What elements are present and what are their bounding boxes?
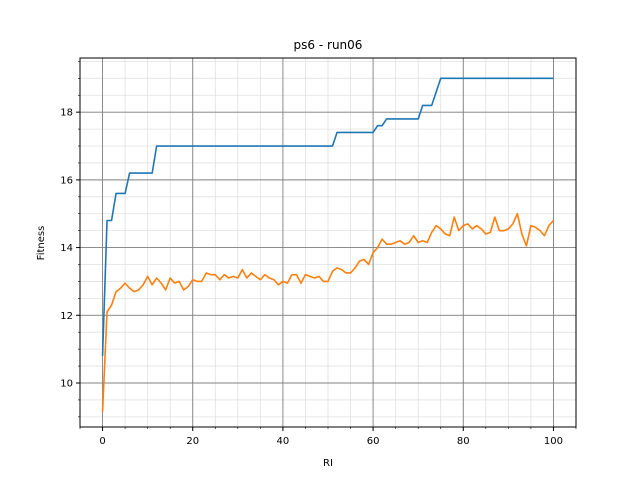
series-line-1 — [101, 77, 554, 356]
x-tick-label: 100 — [544, 436, 563, 447]
y-axis-label: Fitness — [36, 226, 47, 261]
x-tick-label: 40 — [277, 436, 290, 447]
x-tick-label: 20 — [186, 436, 199, 447]
y-axis-ticks: 10 12 14 16 18 — [60, 61, 80, 418]
chart-title: ps6 - run06 — [294, 38, 363, 52]
y-tick-label: 10 — [60, 378, 73, 389]
x-axis-ticks: 0 20 40 60 80 100 — [79, 427, 577, 447]
y-tick-label: 14 — [60, 243, 73, 254]
series-line-2 — [101, 212, 555, 412]
y-tick-label: 16 — [60, 175, 73, 186]
major-grid — [80, 58, 576, 427]
x-tick-label: 60 — [367, 436, 380, 447]
y-tick-label: 18 — [60, 108, 73, 119]
x-tick-label: 0 — [99, 436, 105, 447]
y-tick-label: 12 — [60, 311, 73, 322]
x-axis-label: RI — [323, 458, 333, 469]
x-tick-label: 80 — [457, 436, 470, 447]
series-layer — [101, 77, 555, 412]
